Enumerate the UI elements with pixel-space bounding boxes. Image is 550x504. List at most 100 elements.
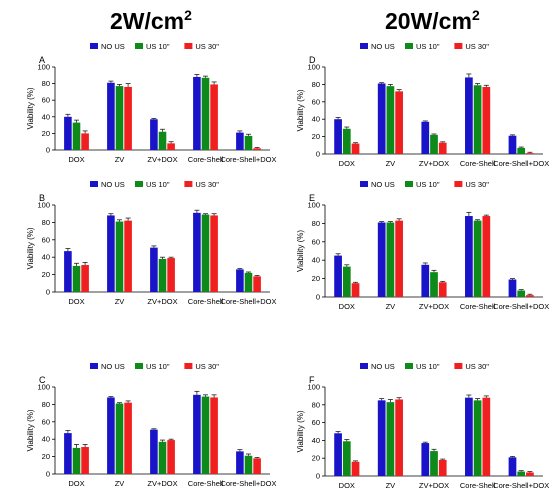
bar-zv-dox-us-30 bbox=[438, 282, 447, 297]
legend-swatch-us-30 bbox=[454, 43, 463, 49]
y-tick-label: 100 bbox=[37, 383, 50, 392]
legend-swatch-us-10 bbox=[405, 43, 413, 49]
y-tick-label: 80 bbox=[42, 218, 50, 227]
bar-zv-us-30 bbox=[395, 220, 403, 297]
bar-core-shell-no-us bbox=[193, 76, 201, 150]
legend-swatch-us-10 bbox=[405, 181, 413, 187]
bar-zv-no-us bbox=[377, 222, 386, 297]
bar-core-shell-us-30 bbox=[210, 397, 218, 474]
legend-label-us-30: US 30" bbox=[465, 42, 489, 51]
panel-f: 0 20 40 60 80 100 Viability (%) F NO US US 10" US … bbox=[296, 362, 549, 490]
bar-core-shell-us-10 bbox=[201, 396, 210, 474]
y-tick-label: 100 bbox=[307, 63, 320, 72]
bar-dox-us-10 bbox=[72, 122, 81, 150]
bar-zv-dox-no-us bbox=[421, 121, 430, 154]
y-tick-label: 0 bbox=[316, 150, 320, 159]
bar-zv-us-10 bbox=[115, 86, 124, 150]
bar-dox-us-10 bbox=[72, 447, 81, 474]
panel-b: 0 20 40 60 80 100 Viability (%) B NO US US 10" US … bbox=[26, 180, 277, 306]
legend-label-no-us: NO US bbox=[101, 362, 125, 371]
y-tick-label: 40 bbox=[312, 256, 320, 265]
legend-label-us-30: US 30" bbox=[465, 362, 489, 371]
bar-core-shell-no-us bbox=[465, 216, 473, 297]
x-category-label: Core-Shell bbox=[460, 302, 496, 311]
bar-dox-us-10 bbox=[72, 265, 81, 292]
bar-zv-dox-us-10 bbox=[158, 441, 167, 474]
bar-zv-dox-no-us bbox=[150, 119, 158, 150]
legend-label-no-us: NO US bbox=[101, 42, 125, 51]
legend-swatch-us-10 bbox=[405, 363, 413, 369]
bar-core-shell-us-10 bbox=[201, 77, 210, 150]
x-category-label: ZV+DOX bbox=[147, 479, 177, 488]
bar-dox-no-us bbox=[64, 116, 72, 150]
bar-core-shell-us-10 bbox=[473, 400, 482, 476]
x-category-label: DOX bbox=[68, 297, 84, 306]
y-tick-label: 20 bbox=[42, 270, 50, 279]
bar-dox-us-10 bbox=[342, 441, 351, 476]
y-tick-label: 40 bbox=[42, 435, 50, 444]
x-category-label: ZV bbox=[115, 479, 125, 488]
bar-zv-dox-us-10 bbox=[430, 451, 438, 476]
x-category-label: Core-Shell bbox=[188, 155, 224, 164]
x-category-label: ZV bbox=[115, 297, 125, 306]
x-category-label: Core-Shell+DOX bbox=[493, 302, 549, 311]
bar-zv-us-30 bbox=[124, 220, 132, 292]
bar-dox-no-us bbox=[334, 255, 342, 297]
legend-label-us-10: US 10" bbox=[146, 362, 170, 371]
panel-d: 0 20 40 60 80 100 Viability (%) D NO US US 10" US … bbox=[296, 42, 549, 168]
legend-label-us-10: US 10" bbox=[416, 362, 440, 371]
legend-label-no-us: NO US bbox=[371, 362, 395, 371]
legend-swatch-no-us bbox=[90, 363, 98, 369]
y-tick-label: 40 bbox=[312, 436, 320, 445]
x-category-label: Core-Shell bbox=[460, 481, 496, 490]
bar-core-shell-dox-no-us bbox=[236, 451, 244, 474]
bar-zv-dox-us-30 bbox=[167, 143, 175, 150]
panel-c: 0 20 40 60 80 100 Viability (%) C NO US US 10" US … bbox=[26, 362, 277, 488]
bar-zv-dox-no-us bbox=[150, 429, 158, 474]
bar-zv-dox-no-us bbox=[421, 443, 430, 476]
bar-core-shell-dox-us-10 bbox=[244, 135, 253, 150]
y-tick-label: 100 bbox=[307, 383, 320, 392]
panel-label: D bbox=[309, 55, 316, 65]
legend-swatch-us-10 bbox=[135, 181, 143, 187]
bar-dox-no-us bbox=[334, 119, 342, 154]
legend-label-us-10: US 10" bbox=[146, 180, 170, 189]
y-tick-label: 0 bbox=[46, 288, 50, 297]
y-tick-label: 20 bbox=[312, 274, 320, 283]
bar-dox-no-us bbox=[64, 433, 72, 474]
bar-dox-us-30 bbox=[351, 461, 360, 476]
y-tick-label: 60 bbox=[312, 237, 320, 246]
panel-e: 0 20 40 60 80 100 Viability (%) E NO US US 10" US … bbox=[296, 180, 549, 311]
bar-zv-us-30 bbox=[395, 399, 403, 476]
panel-label: A bbox=[39, 55, 45, 65]
panel-a: 0 20 40 60 80 100 Viability (%) A NO US US 10" US … bbox=[26, 42, 277, 164]
bar-core-shell-us-10 bbox=[473, 85, 482, 154]
x-category-label: Core-Shell bbox=[460, 159, 496, 168]
y-tick-label: 60 bbox=[42, 96, 50, 105]
bar-core-shell-dox-no-us bbox=[508, 457, 517, 476]
bar-zv-dox-us-10 bbox=[430, 134, 438, 154]
legend-label-us-10: US 10" bbox=[416, 42, 440, 51]
y-tick-label: 80 bbox=[312, 80, 320, 89]
bar-zv-no-us bbox=[107, 215, 115, 292]
bar-core-shell-dox-us-30 bbox=[253, 276, 261, 292]
legend-swatch-no-us bbox=[360, 181, 368, 187]
bar-core-shell-no-us bbox=[465, 397, 473, 476]
x-category-label: ZV+DOX bbox=[147, 155, 177, 164]
bar-dox-us-30 bbox=[351, 283, 360, 297]
bar-core-shell-dox-us-30 bbox=[253, 458, 261, 474]
bar-core-shell-us-30 bbox=[482, 216, 491, 297]
x-category-label: Core-Shell+DOX bbox=[220, 155, 276, 164]
bar-dox-no-us bbox=[334, 433, 342, 476]
bar-zv-dox-us-10 bbox=[158, 131, 167, 150]
y-tick-label: 60 bbox=[42, 417, 50, 426]
x-category-label: Core-Shell+DOX bbox=[493, 159, 549, 168]
bar-core-shell-no-us bbox=[193, 212, 201, 292]
y-tick-label: 20 bbox=[312, 454, 320, 463]
column-heading-right: 20W/cm2 bbox=[385, 7, 480, 34]
y-axis-label: Viability (%) bbox=[26, 87, 35, 129]
x-category-label: ZV+DOX bbox=[419, 302, 449, 311]
bar-core-shell-us-10 bbox=[201, 214, 210, 292]
x-category-label: DOX bbox=[339, 159, 355, 168]
legend-swatch-us-10 bbox=[135, 363, 143, 369]
